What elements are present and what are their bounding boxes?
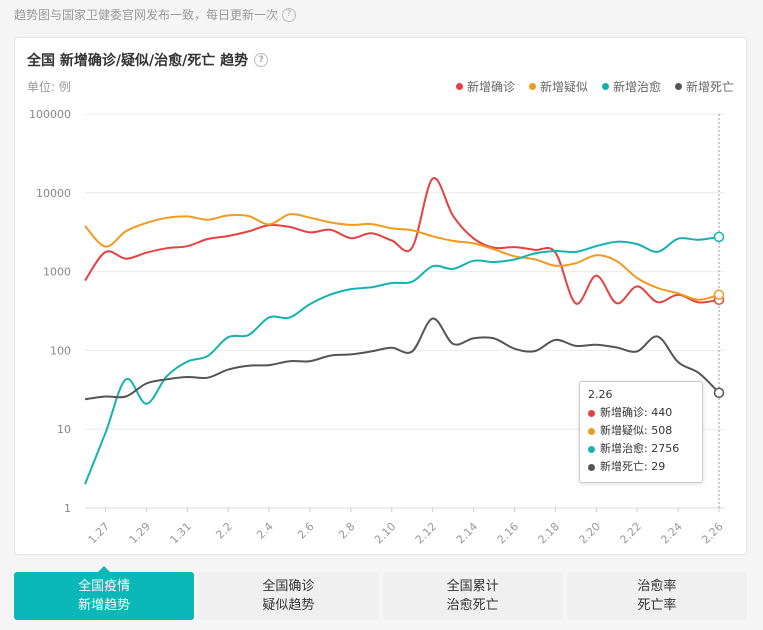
chart-tooltip: 2.26 新增确诊: 440 新增疑似: 508 新增治愈: 2756 新增死亡… bbox=[579, 381, 703, 483]
legend-label: 新增疑似 bbox=[539, 80, 588, 94]
y-tick-label: 100000 bbox=[29, 108, 71, 121]
x-tick-label: 1.29 bbox=[127, 520, 154, 547]
legend-label: 新增治愈 bbox=[612, 80, 661, 94]
series-line-confirmed bbox=[84, 177, 720, 305]
top-note: 趋势图与国家卫健委官网发布一致，每日更新一次 ? bbox=[14, 6, 297, 23]
series-line-cured bbox=[84, 235, 720, 485]
tooltip-dot-icon bbox=[588, 427, 595, 435]
legend-dot-icon bbox=[455, 83, 463, 90]
tab-rates[interactable]: 治愈率 死亡率 bbox=[566, 572, 747, 620]
tooltip-row: 新增确诊: 440 bbox=[588, 404, 694, 422]
question-icon[interactable]: ? bbox=[254, 53, 269, 67]
tab-line2: 疑似趋势 bbox=[262, 598, 315, 613]
x-tick-label: 2.16 bbox=[495, 520, 522, 547]
x-tick-label: 2.18 bbox=[536, 520, 563, 547]
x-tick-label: 2.24 bbox=[658, 520, 685, 547]
y-tick-label: 1000 bbox=[43, 266, 71, 279]
y-tick-label: 100 bbox=[50, 344, 71, 357]
legend-dot-icon bbox=[528, 83, 536, 90]
legend-item-confirmed[interactable]: 新增确诊 bbox=[455, 78, 515, 95]
y-tick-label: 10 bbox=[57, 423, 71, 436]
x-tick-label: 2.20 bbox=[576, 520, 603, 547]
tab-line1: 全国累计 bbox=[446, 579, 499, 594]
x-tick-label: 2.4 bbox=[254, 520, 276, 542]
tab-line2: 新增趋势 bbox=[78, 598, 131, 613]
tab-new-trend[interactable]: 全国疫情 新增趋势 bbox=[14, 566, 195, 620]
last-point-marker bbox=[713, 231, 725, 243]
tooltip-dot-icon bbox=[588, 463, 595, 471]
legend-item-dead[interactable]: 新增死亡 bbox=[674, 78, 734, 95]
tooltip-label: 新增疑似: 508 bbox=[600, 424, 673, 437]
y-tick-label: 10000 bbox=[36, 187, 71, 200]
tab-line2: 死亡率 bbox=[637, 598, 677, 613]
tab-line1: 治愈率 bbox=[637, 579, 677, 594]
question-icon[interactable]: ? bbox=[282, 7, 297, 22]
tab-line1: 全国疫情 bbox=[78, 579, 131, 594]
series-line-dead bbox=[84, 317, 720, 401]
tooltip-dot-icon bbox=[588, 445, 595, 453]
tooltip-date: 2.26 bbox=[588, 388, 613, 401]
tooltip-label: 新增确诊: 440 bbox=[600, 406, 673, 419]
legend-item-cured[interactable]: 新增治愈 bbox=[601, 78, 661, 95]
x-tick-label: 2.2 bbox=[213, 520, 235, 542]
legend-dot-icon bbox=[674, 83, 682, 90]
x-tick-label: 2.12 bbox=[413, 520, 440, 547]
x-tick-label: 2.14 bbox=[454, 520, 481, 547]
x-tick-label: 2.8 bbox=[336, 520, 358, 542]
legend-item-suspected[interactable]: 新增疑似 bbox=[528, 78, 588, 95]
tooltip-row: 新增死亡: 29 bbox=[588, 458, 694, 476]
bottom-tabs: 全国疫情新增趋势 全国确诊疑似趋势 全国累计治愈死亡 治愈率死亡率 bbox=[14, 566, 747, 620]
series-line-suspected bbox=[84, 213, 720, 301]
tab-line2: 治愈死亡 bbox=[446, 598, 499, 613]
tooltip-label: 新增死亡: 29 bbox=[600, 460, 666, 473]
x-tick-label: 2.22 bbox=[617, 520, 644, 547]
tooltip-row: 新增疑似: 508 bbox=[588, 422, 694, 440]
legend-label: 新增确诊 bbox=[466, 80, 515, 94]
chart-title-text: 全国 新增确诊/疑似/治愈/死亡 趋势 bbox=[27, 53, 249, 69]
unit-label: 单位: 例 bbox=[27, 80, 71, 94]
tab-confirmed-suspected[interactable]: 全国确诊 疑似趋势 bbox=[198, 572, 379, 620]
x-tick-label: 2.6 bbox=[295, 520, 317, 542]
chart-card: 全国 新增确诊/疑似/治愈/死亡 趋势 ? 单位: 例 新增确诊 新增疑似 新增… bbox=[14, 37, 747, 555]
tab-line1: 全国确诊 bbox=[262, 579, 315, 594]
tab-cumulative[interactable]: 全国累计 治愈死亡 bbox=[382, 572, 563, 620]
x-tick-label: 2.10 bbox=[372, 520, 399, 547]
legend-label: 新增死亡 bbox=[685, 80, 734, 94]
tooltip-dot-icon bbox=[588, 409, 595, 417]
tooltip-label: 新增治愈: 2756 bbox=[600, 442, 680, 455]
x-tick-label: 2.26 bbox=[699, 520, 726, 547]
last-point-marker bbox=[713, 289, 725, 301]
x-tick-label: 1.27 bbox=[86, 520, 113, 547]
last-point-marker bbox=[713, 387, 725, 399]
x-tick-label: 1.31 bbox=[167, 520, 194, 547]
chart-title: 全国 新增确诊/疑似/治愈/死亡 趋势 ? bbox=[27, 50, 269, 70]
y-tick-label: 1 bbox=[64, 502, 71, 515]
tooltip-row: 新增治愈: 2756 bbox=[588, 440, 694, 458]
chart-legend: 新增确诊 新增疑似 新增治愈 新增死亡 bbox=[455, 78, 734, 95]
legend-dot-icon bbox=[601, 83, 609, 90]
top-note-text: 趋势图与国家卫健委官网发布一致，每日更新一次 bbox=[14, 8, 279, 22]
